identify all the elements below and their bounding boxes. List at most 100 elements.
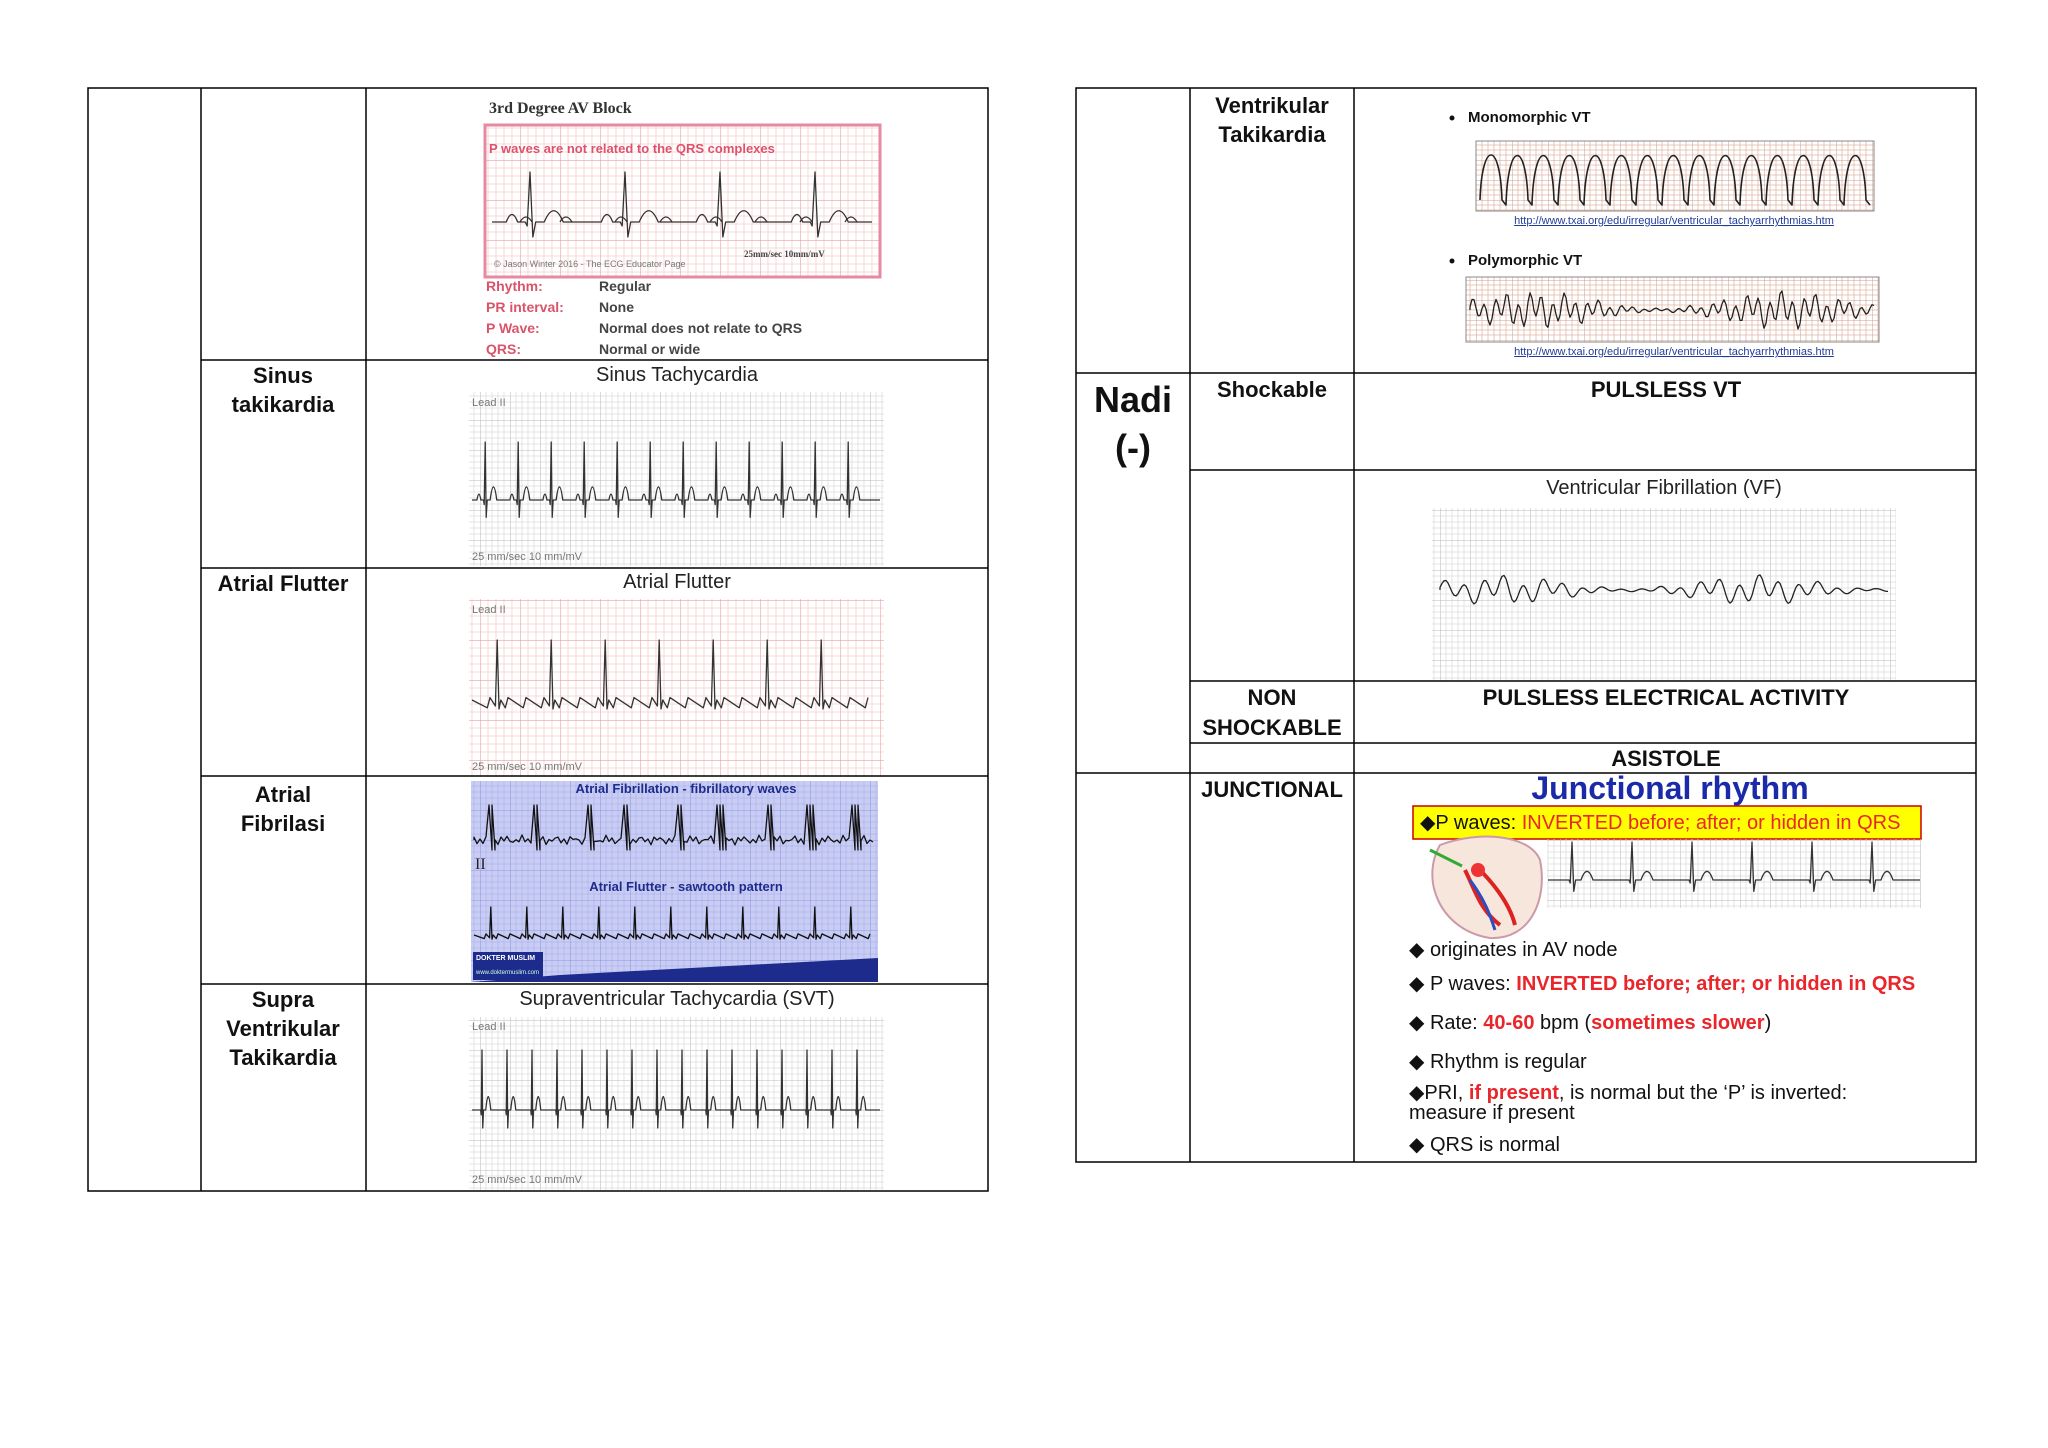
image-title: Ventricular Fibrillation (VF) [1546, 477, 1782, 499]
table-borders [87, 87, 1977, 1192]
lead-label: Lead II [472, 604, 506, 616]
row-label: Shockable [1216, 377, 1328, 402]
row-label: Takikardia [229, 1045, 337, 1070]
text-run: 40-60 [1483, 1012, 1535, 1034]
detail-term: Rhythm: [486, 278, 543, 294]
logo-text: DOKTER MUSLIM [476, 955, 536, 962]
image-credit: © Jason Winter 2016 - The ECG Educator P… [494, 259, 686, 269]
image-title: Sinus Tachycardia [596, 364, 758, 386]
item-url: http://www.txai.org/edu/irregular/ventri… [1514, 346, 1834, 358]
row-label: Takikardia [1218, 122, 1326, 147]
rhythm-name: PULSLESS VT [1590, 377, 1742, 402]
row-label: NON [1247, 685, 1297, 710]
text-run: ◆ originates in AV node [1409, 939, 1618, 961]
row-label: Ventrikular [1215, 93, 1329, 118]
row-label: Atrial Flutter [217, 571, 349, 596]
detail-term: P Wave: [486, 320, 540, 336]
ecg-grid [1547, 839, 1921, 908]
item-name: Polymorphic VT [1468, 252, 1583, 269]
ecg-trace [709, 216, 723, 223]
row-label: Sinus [253, 363, 313, 388]
ecg-trace [1479, 154, 1871, 206]
ecg-trace [472, 1049, 880, 1129]
image-title: Atrial Fibrillation - fibrillatory waves [575, 781, 797, 796]
ecg-trace [799, 216, 813, 223]
image-caption: P waves are not related to the QRS compl… [489, 141, 775, 156]
ecg-grid [469, 599, 884, 777]
text-run: before; after; or hidden in QRS [1617, 973, 1916, 995]
image-scale: 25mm/sec 10mm/mV [744, 249, 825, 259]
text-run: , is normal but the ‘P’ is inverted: mea… [1409, 1082, 1848, 1124]
text-run: sometimes slower [1591, 1012, 1765, 1034]
detail-term: QRS: [486, 341, 521, 357]
ecg-trace [471, 639, 869, 710]
row-label: takikardia [231, 392, 335, 417]
junctional-title: Junctional rhythm [1531, 770, 1809, 806]
logo-band [471, 958, 878, 982]
text-run: ◆ Rhythm is regular [1409, 1051, 1587, 1073]
scale-label: 25 mm/sec 10 mm/mV [472, 761, 583, 773]
ecg-trace [559, 216, 573, 223]
banner [1412, 805, 1922, 840]
ecg-trace [1469, 290, 1875, 330]
image-title: 3rd Degree AV Block [489, 100, 632, 117]
text-run: ) [1764, 1012, 1772, 1034]
text-run: ◆ P waves: [1409, 973, 1517, 995]
ecg-trace [614, 216, 628, 223]
row-label: Ventrikular [226, 1016, 340, 1041]
bullet: ◆ P waves: INVERTED before; after; or hi… [1409, 974, 1929, 994]
ecg-grid [483, 123, 882, 279]
row-label: SHOCKABLE [1202, 715, 1342, 740]
row-label: Supra [251, 987, 315, 1012]
bullet: ◆ QRS is normal [1409, 1135, 1929, 1155]
heart-illustration [1429, 835, 1543, 940]
ecg-grid [1475, 140, 1875, 212]
bullet: ◆ Rhythm is regular [1409, 1052, 1929, 1072]
ecg-trace [472, 441, 880, 519]
text-run: INVERTED before; after; or hidden in QRS [1521, 812, 1901, 834]
bullet: ◆ Rate: 40-60 bpm (sometimes slower) [1409, 1013, 1929, 1033]
text-run: ◆ Rate: [1409, 1012, 1484, 1034]
ecg-grid [1465, 276, 1880, 343]
ecg-trace [659, 216, 673, 223]
text-run: bpm ( [1534, 1012, 1592, 1034]
text-run: ◆PRI, [1409, 1082, 1469, 1104]
ecg-trace [754, 216, 768, 223]
bullet: ◆ originates in AV node [1409, 940, 1929, 960]
text-run: if present [1468, 1082, 1559, 1104]
ecg-grid [1432, 508, 1896, 681]
detail-value: Normal or wide [599, 341, 701, 357]
lead-label: II [475, 856, 486, 873]
item-url: http://www.txai.org/edu/irregular/ventri… [1514, 215, 1834, 227]
pulse-label: Nadi [1093, 379, 1173, 420]
ecg-trace [473, 804, 874, 851]
image-title: Atrial Flutter [623, 571, 731, 593]
bullet [1449, 258, 1455, 264]
lead-label: Lead II [472, 1021, 506, 1033]
row-label: JUNCTIONAL [1201, 777, 1343, 802]
bullet: ◆PRI, if present, is normal but the ‘P’ … [1409, 1083, 1929, 1123]
ecg-trace [844, 216, 858, 223]
rhythm-name: PULSLESS ELECTRICAL ACTIVITY [1482, 685, 1850, 710]
ecg-trace [519, 216, 533, 223]
scale-label: 25 mm/sec 10 mm/mV [472, 1174, 583, 1186]
detail-value: Normal does not relate to QRS [599, 320, 803, 336]
ecg-grid [469, 392, 884, 566]
ecg-trace [1548, 841, 1920, 893]
logo-url: www.doktermuslim.com [476, 970, 540, 976]
bullet [1449, 115, 1455, 121]
detail-value: Regular [599, 278, 652, 294]
pulse-label: (-) [1115, 427, 1151, 468]
logo [473, 952, 543, 980]
item-name: Monomorphic VT [1468, 109, 1591, 126]
image-subtitle: Atrial Flutter - sawtooth pattern [589, 879, 783, 894]
lead-label: Lead II [472, 397, 506, 409]
banner-text: ◆P waves: INVERTED before; after; or hid… [1420, 810, 1900, 835]
detail-term: PR interval: [486, 299, 564, 315]
scale-label: 25 mm/sec 10 mm/mV [472, 551, 583, 563]
image-title: Supraventricular Tachycardia (SVT) [519, 988, 835, 1010]
ecg-trace [1439, 574, 1889, 605]
ecg-trace [473, 906, 871, 940]
